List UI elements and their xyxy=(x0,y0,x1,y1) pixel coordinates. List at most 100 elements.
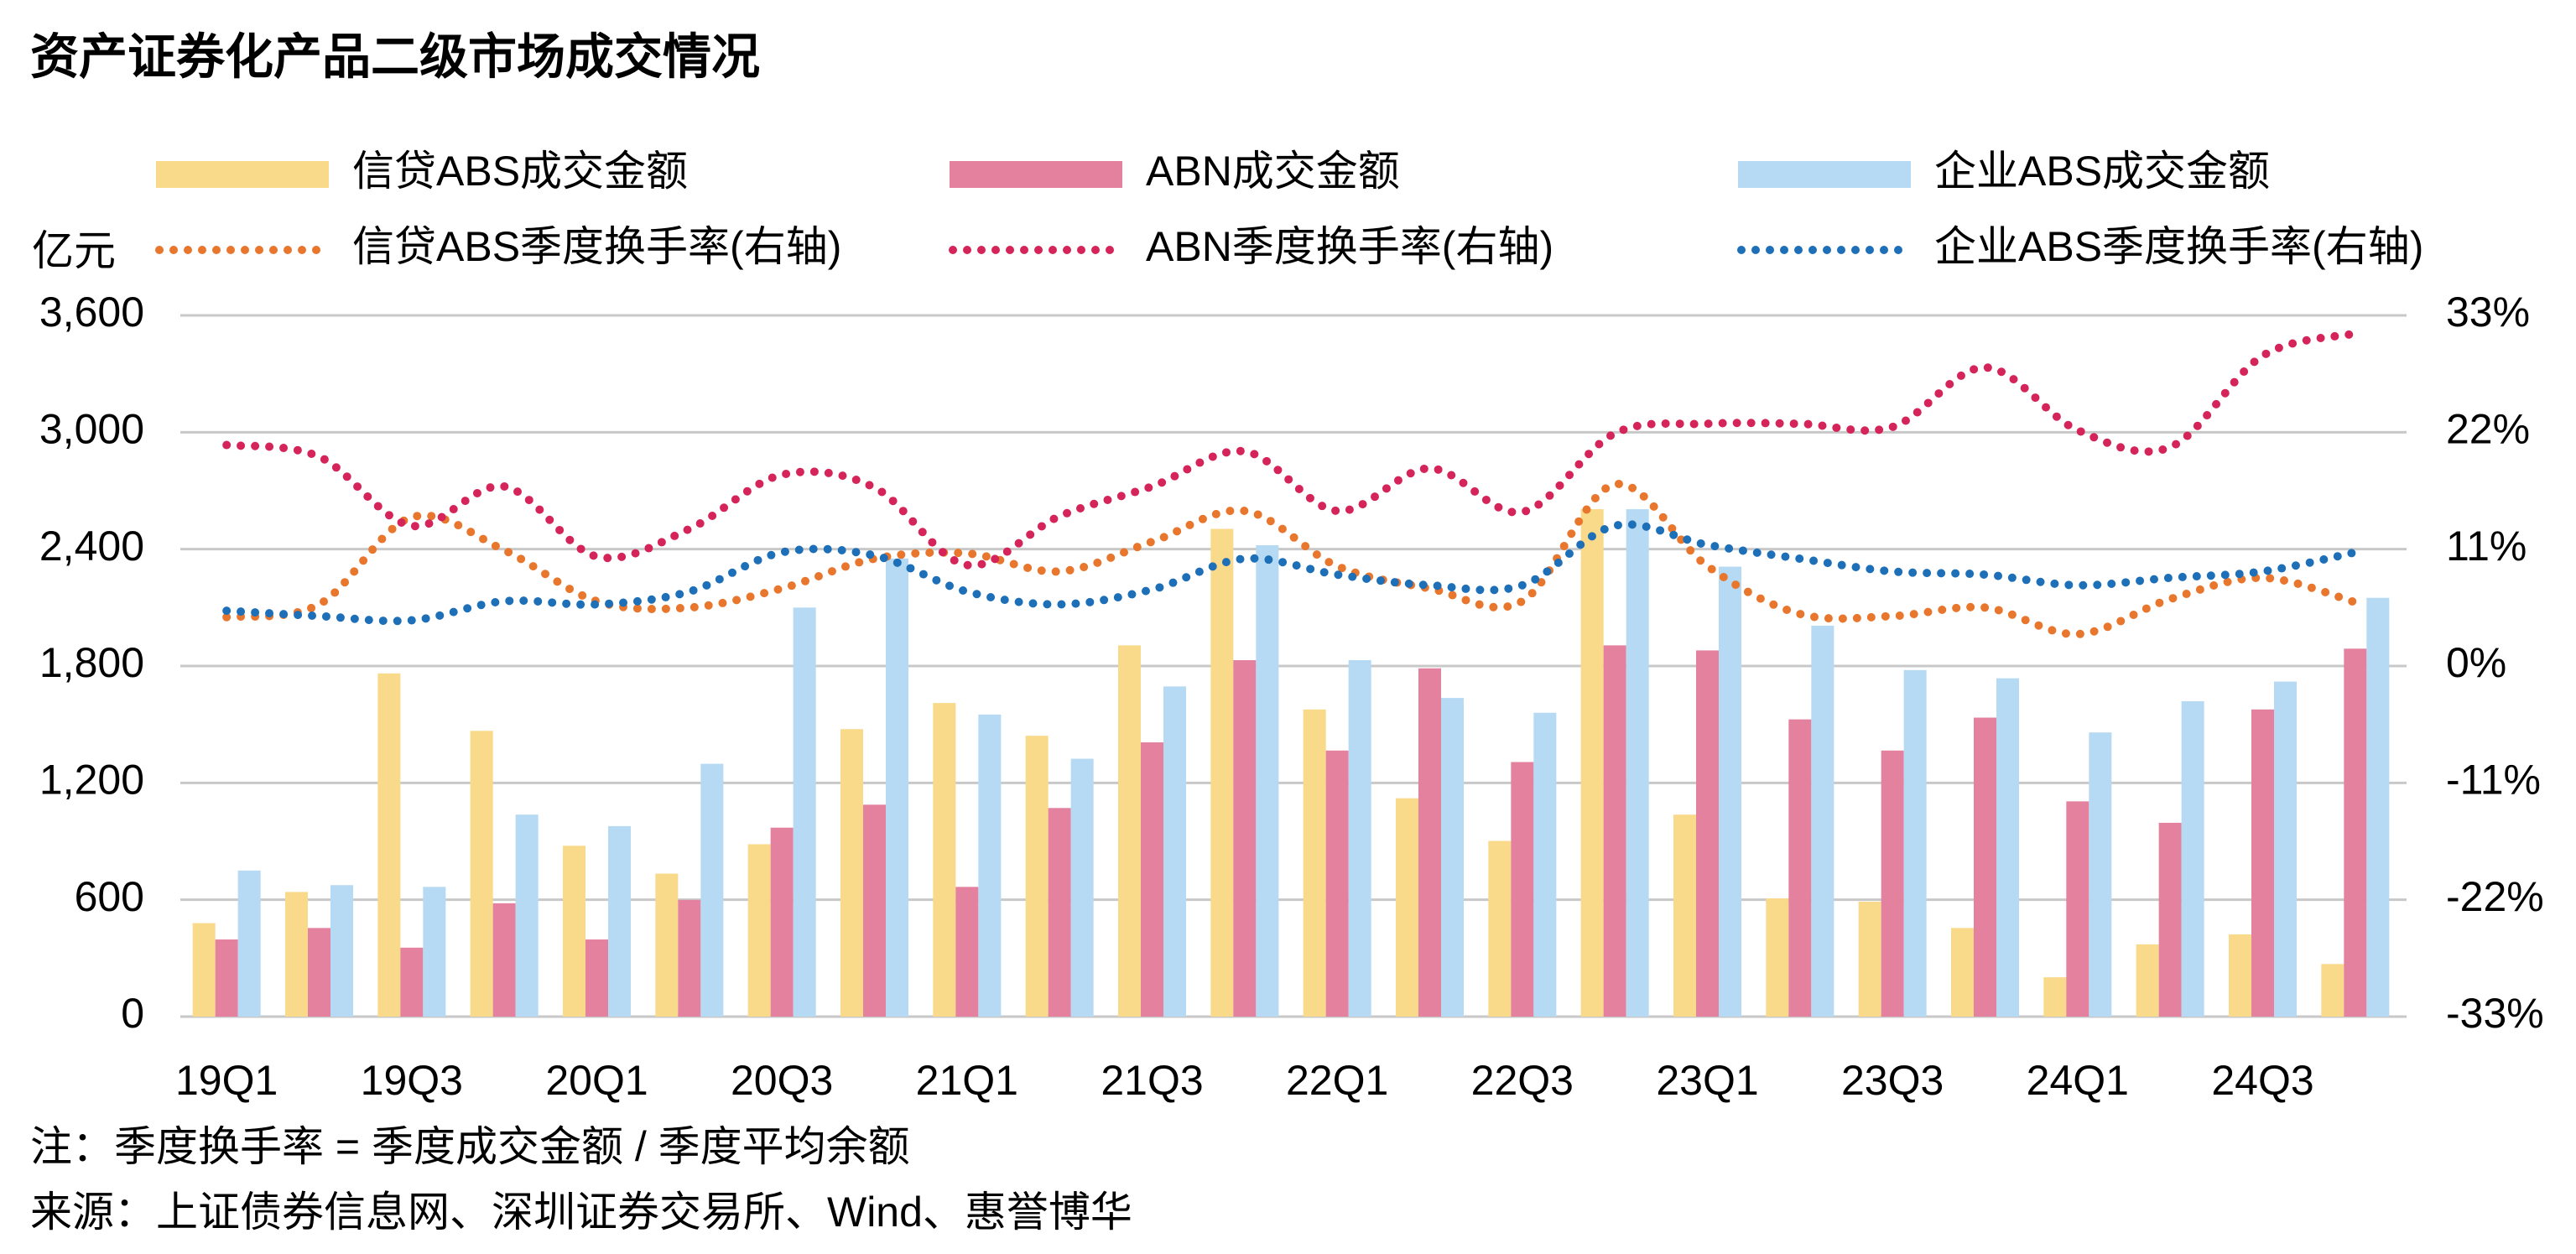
bar xyxy=(747,844,771,1017)
bar xyxy=(1580,509,1604,1017)
bar xyxy=(1256,545,1279,1017)
bar xyxy=(886,558,908,1017)
x-tick-label: 20Q1 xyxy=(545,1057,648,1104)
bar xyxy=(1118,645,1141,1017)
y-tick-label: 1,800 xyxy=(39,639,144,686)
legend-label: 企业ABS成交金额 xyxy=(1934,148,2270,195)
bar xyxy=(237,870,261,1017)
bar xyxy=(192,923,216,1017)
bar xyxy=(1719,566,1741,1017)
bar xyxy=(1163,686,1186,1017)
source: 来源：上证债券信息网、深圳证券交易所、Wind、惠誉博华 xyxy=(30,1189,1132,1236)
bar xyxy=(423,887,446,1017)
x-tick-label: 22Q1 xyxy=(1286,1057,1388,1104)
bar xyxy=(2089,732,2112,1017)
bar xyxy=(585,939,608,1017)
bar xyxy=(978,714,1002,1017)
bar xyxy=(1441,698,1464,1017)
y2-tick-label: 11% xyxy=(2446,523,2527,570)
y2-tick-label: -11% xyxy=(2446,757,2541,804)
bar xyxy=(1048,808,1071,1017)
y-tick-label: 2,400 xyxy=(39,523,144,570)
bar xyxy=(608,825,631,1017)
bar xyxy=(1025,736,1049,1017)
bar xyxy=(2181,701,2204,1017)
bar xyxy=(1210,528,1234,1017)
x-tick-label: 24Q3 xyxy=(2211,1057,2313,1104)
bar xyxy=(285,892,308,1017)
bar xyxy=(215,939,238,1017)
bar xyxy=(1974,717,1996,1017)
bar xyxy=(655,873,679,1017)
note: 注：季度换手率 = 季度成交金额 / 季度平均余额 xyxy=(30,1123,910,1170)
bar xyxy=(330,885,353,1017)
y-tick-label: 0 xyxy=(121,990,144,1037)
bar xyxy=(1511,762,1534,1017)
bar xyxy=(2229,934,2251,1017)
bar xyxy=(2043,977,2067,1017)
bar xyxy=(2136,944,2159,1017)
bar xyxy=(2274,681,2297,1017)
bar xyxy=(563,846,585,1017)
legend-label: ABN季度换手率(右轴) xyxy=(1146,223,1553,270)
chart-title: 资产证券化产品二级市场成交情况 xyxy=(30,29,760,84)
y2-tick-label: 33% xyxy=(2446,289,2530,336)
bar xyxy=(863,804,886,1017)
y-tick-label: 3,600 xyxy=(39,289,144,336)
bar xyxy=(1951,928,1974,1017)
bar xyxy=(1858,901,1881,1017)
bar xyxy=(1603,645,1626,1017)
y2-tick-label: -22% xyxy=(2446,873,2544,920)
y-tick-label: 1,200 xyxy=(39,757,144,804)
bar xyxy=(470,731,493,1017)
bar xyxy=(492,903,516,1017)
bar xyxy=(1303,709,1326,1017)
bar xyxy=(2366,597,2390,1017)
x-tick-label: 19Q3 xyxy=(361,1057,463,1104)
legend-label: 信贷ABS成交金额 xyxy=(352,148,688,195)
x-tick-label: 23Q3 xyxy=(1841,1057,1944,1104)
bar xyxy=(1696,650,1719,1017)
bar xyxy=(2158,822,2182,1017)
bar xyxy=(400,947,424,1017)
bar xyxy=(955,887,979,1017)
x-tick-label: 21Q3 xyxy=(1101,1057,1203,1104)
bar xyxy=(1881,750,1904,1017)
bar xyxy=(1766,898,1789,1017)
bar xyxy=(2344,648,2367,1017)
x-tick-label: 19Q1 xyxy=(175,1057,278,1104)
bar xyxy=(840,729,863,1017)
bar xyxy=(933,703,956,1017)
bar xyxy=(700,763,724,1017)
bar xyxy=(1070,758,1094,1017)
x-tick-label: 24Q1 xyxy=(2027,1057,2129,1104)
rate-line xyxy=(222,480,2360,639)
bar xyxy=(1348,660,1371,1017)
x-tick-label: 20Q3 xyxy=(731,1057,833,1104)
y-tick-label: 3,000 xyxy=(39,406,144,453)
bar xyxy=(1626,509,1649,1017)
rate-line xyxy=(222,329,2360,570)
bar xyxy=(377,673,401,1017)
bar xyxy=(515,814,539,1017)
bar xyxy=(1533,712,1557,1017)
bar xyxy=(1996,678,2019,1017)
legend-label: 企业ABS季度换手率(右轴) xyxy=(1934,223,2423,270)
legend-label: ABN成交金额 xyxy=(1146,148,1400,195)
bar xyxy=(1325,750,1349,1017)
bar xyxy=(1903,669,1927,1017)
bar xyxy=(1233,660,1257,1017)
y2-tick-label: 22% xyxy=(2446,406,2530,453)
y2-tick-label: 0% xyxy=(2446,639,2506,686)
bar xyxy=(1418,668,1441,1017)
y2-tick-label: -33% xyxy=(2446,990,2544,1037)
bar xyxy=(1673,814,1696,1017)
bar xyxy=(2066,801,2089,1017)
bar xyxy=(1396,798,1418,1017)
x-tick-label: 22Q3 xyxy=(1471,1057,1574,1104)
legend-label: 信贷ABS季度换手率(右轴) xyxy=(352,223,841,270)
legend-swatch xyxy=(950,161,1122,188)
bar xyxy=(1141,742,1163,1017)
bar xyxy=(1788,719,1812,1017)
